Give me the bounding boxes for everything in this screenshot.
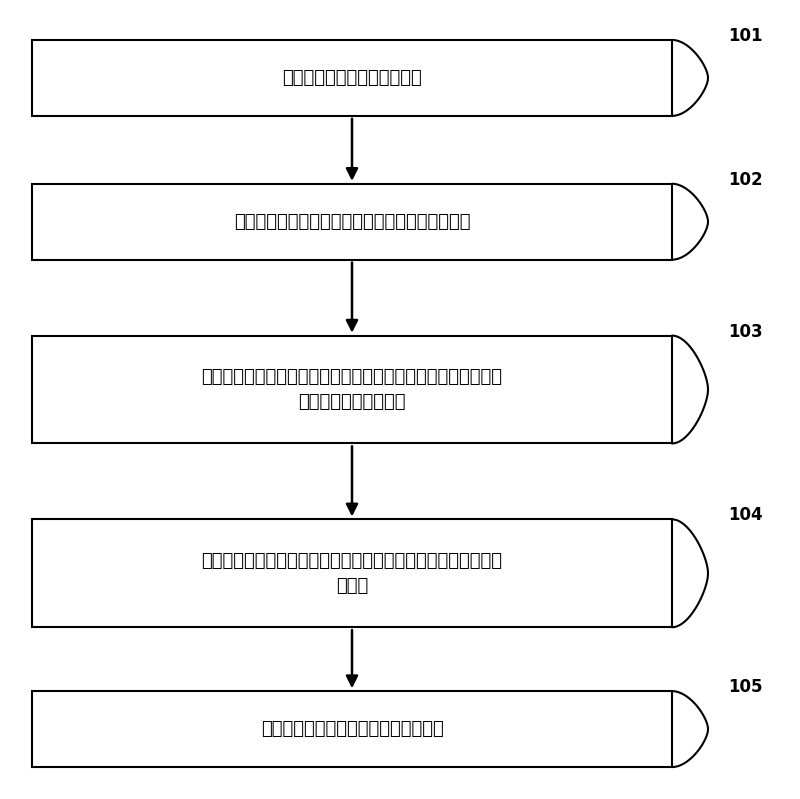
Text: 104: 104 (728, 507, 762, 524)
Text: 分别对进行声学分离处理后的每一路声学信号通过自适应滤波器
进行声学回音消除处理: 分别对进行声学分离处理后的每一路声学信号通过自适应滤波器 进行声学回音消除处理 (202, 368, 502, 411)
Text: 获取输入的多路音源声学信号: 获取输入的多路音源声学信号 (282, 69, 422, 87)
FancyBboxPatch shape (32, 691, 672, 767)
Text: 对输入的所述多路音源声学信号进行声学分离处理: 对输入的所述多路音源声学信号进行声学分离处理 (234, 213, 470, 231)
Text: 将进行声学合成后的声学信号进行输出: 将进行声学合成后的声学信号进行输出 (261, 720, 443, 738)
FancyBboxPatch shape (32, 336, 672, 443)
Text: 将进行声学回音消除处理后的每一路声学信号进行组合并进行声
学合成: 将进行声学回音消除处理后的每一路声学信号进行组合并进行声 学合成 (202, 552, 502, 594)
Text: 103: 103 (728, 323, 762, 340)
FancyBboxPatch shape (32, 40, 672, 116)
Text: 105: 105 (728, 678, 762, 696)
Text: 102: 102 (728, 171, 762, 189)
FancyBboxPatch shape (32, 519, 672, 627)
Text: 101: 101 (728, 27, 762, 45)
FancyBboxPatch shape (32, 184, 672, 260)
